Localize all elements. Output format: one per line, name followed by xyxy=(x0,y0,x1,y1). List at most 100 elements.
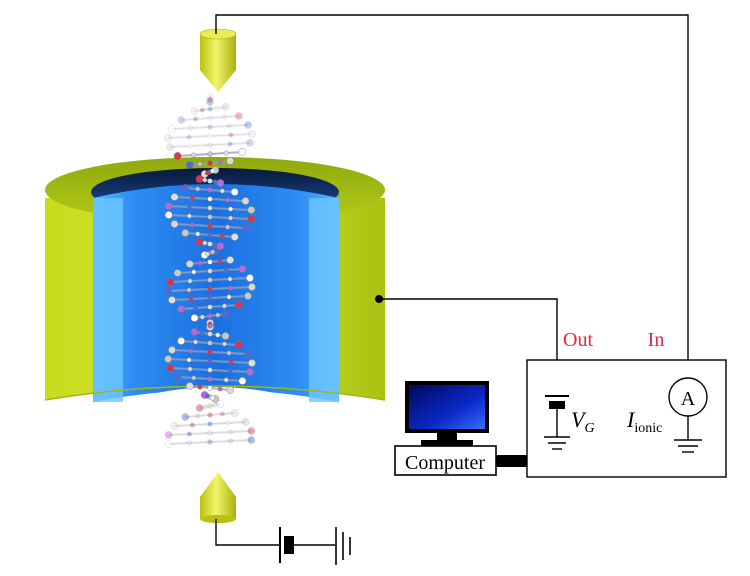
dna-backbone-atom xyxy=(164,134,172,142)
dna-base-atom xyxy=(197,384,203,390)
dna-base-atom xyxy=(191,152,197,158)
dna-backbone-atom xyxy=(226,386,234,394)
dna-backbone-atom xyxy=(166,278,174,286)
dna-backbone-atom xyxy=(168,296,176,304)
dna-backbone-atom xyxy=(177,116,185,124)
ammeter: A xyxy=(668,377,708,453)
dna-base-atom xyxy=(212,402,218,408)
dna-base-atom xyxy=(207,160,213,166)
dna-backbone-atom xyxy=(173,269,182,277)
dna-base-atom xyxy=(228,206,234,212)
dna-backbone-atom xyxy=(244,121,252,129)
dna-base-atom xyxy=(186,440,192,446)
dna-base-atom xyxy=(207,277,213,283)
dna-backbone-atom xyxy=(185,161,194,169)
dna-backbone-atom xyxy=(216,179,225,187)
dna-base-pair xyxy=(168,133,252,139)
dna-base-atom xyxy=(202,404,208,410)
dna-backbone-atom xyxy=(234,112,243,120)
dna-base-atom xyxy=(191,375,197,381)
dna-backbone-atom xyxy=(177,305,185,313)
dna-base-pair xyxy=(194,106,226,112)
dna-backbone-atom xyxy=(206,94,214,102)
bottom-electrode xyxy=(200,472,236,523)
dna-base-atom xyxy=(186,134,192,140)
dna-backbone-atom xyxy=(248,130,256,138)
dna-base-atom xyxy=(217,258,223,264)
dna-base-atom xyxy=(207,295,213,301)
dna-base-pair xyxy=(185,412,235,418)
dna-base-atom xyxy=(228,359,234,365)
dna-backbone-atom xyxy=(246,368,254,376)
dna-base-pair xyxy=(170,142,250,148)
dna-base-atom xyxy=(188,296,194,302)
dna-backbone-atom xyxy=(234,301,243,309)
dna-base-atom xyxy=(207,304,213,310)
dna-base-atom xyxy=(186,204,192,210)
dna-base-atom xyxy=(228,132,234,138)
dna-base-atom xyxy=(197,260,203,266)
dna-backbone-atom xyxy=(241,224,250,232)
dna-base-atom xyxy=(193,116,199,122)
dna-base-atom xyxy=(207,151,213,157)
dna-base-atom xyxy=(199,330,205,336)
dna-backbone-atom xyxy=(241,418,250,426)
dna-base-atom xyxy=(207,323,213,329)
dna-backbone-atom xyxy=(190,328,199,336)
dna-base-atom xyxy=(193,339,199,345)
dna-backbone-atom xyxy=(226,256,234,264)
dna-base-pair xyxy=(199,403,221,409)
dna-backbone-atom xyxy=(244,292,252,300)
dna-backbone-atom xyxy=(164,202,173,210)
dna-base-atom xyxy=(207,412,213,418)
dna-base-atom xyxy=(207,358,213,364)
dna-base-atom xyxy=(207,241,213,247)
dna-base-atom xyxy=(225,420,231,426)
dna-backbone-atom xyxy=(246,139,254,147)
dna-backbone-atom xyxy=(164,431,173,439)
dna-base-atom xyxy=(212,179,218,185)
dna-backbone-atom xyxy=(247,215,256,223)
dna-backbone-atom xyxy=(164,355,172,363)
dna-backbone-atom xyxy=(248,359,256,367)
dna-base-atom xyxy=(226,123,232,129)
dna-base-atom xyxy=(228,438,234,444)
vg-subscript: G xyxy=(584,421,594,436)
computer-label: Computer xyxy=(405,452,485,474)
dna-backbone-atom xyxy=(248,283,256,291)
monitor-screen xyxy=(409,385,485,429)
dna-base-atom xyxy=(215,105,221,111)
dna-base-atom xyxy=(221,114,227,120)
dna-backbone-atom xyxy=(216,400,225,408)
dna-base-atom xyxy=(223,267,229,273)
dna-base-atom xyxy=(191,269,197,275)
dna-base-atom xyxy=(227,276,233,282)
dna-base-atom xyxy=(226,294,232,300)
dna-base-atom xyxy=(207,223,213,229)
dna-backbone-atom xyxy=(230,233,239,241)
dna-base-atom xyxy=(195,186,201,192)
dna-base-atom xyxy=(204,170,210,176)
dna-base-atom xyxy=(207,439,213,445)
dna-backbone-atom xyxy=(221,310,230,318)
dna-base-atom xyxy=(195,231,201,237)
monitor-stand xyxy=(437,433,457,440)
computer: Computer xyxy=(394,381,527,476)
dna-backbone-atom xyxy=(173,152,182,160)
bottom-opening xyxy=(123,387,309,402)
top-electrode-tip xyxy=(200,70,236,92)
dna-base-atom xyxy=(215,312,221,318)
dna-base-atom xyxy=(189,222,195,228)
dna-backbone-atom xyxy=(181,184,190,192)
gate-voltage-source xyxy=(544,395,570,450)
dna-base-atom xyxy=(207,196,213,202)
nanopore-cylinder xyxy=(44,157,386,402)
dna-base-atom xyxy=(207,133,213,139)
dna-backbone-atom xyxy=(221,103,230,111)
dna-backbone-atom xyxy=(238,148,247,156)
dna-base-atom xyxy=(223,377,229,383)
dna-base-atom xyxy=(188,125,194,131)
dna-base-atom xyxy=(226,350,232,356)
dna-base-atom xyxy=(207,286,213,292)
